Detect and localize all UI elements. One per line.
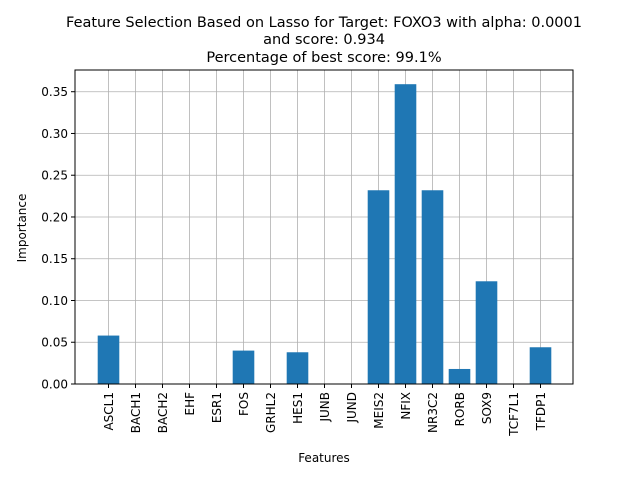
x-tick-label-sox9: SOX9: [480, 392, 494, 424]
y-axis-ticks: 0.00 0.05 0.10 0.15 0.20 0.25 0.30 0.35: [41, 85, 75, 392]
plot-frame: [74, 69, 574, 385]
bar-hes1: [286, 352, 309, 384]
x-tick-label-bach2: BACH2: [156, 392, 170, 433]
x-tick-label-bach1: BACH1: [129, 392, 143, 433]
grid-lines: [75, 70, 573, 385]
chart-title-line-1: Feature Selection Based on Lasso for Tar…: [66, 15, 582, 31]
bar-nr3c2: [421, 190, 444, 384]
x-tick-label-tcf7l1: TCF7L1: [507, 392, 521, 437]
bar-sox9: [475, 281, 498, 384]
x-axis-ticks: ASCL1 BACH1 BACH2 EHF ESR1 FOS GRHL2 HES1 JUNB JU…: [102, 384, 548, 437]
chart-title-line-3: Percentage of best score: 99.1%: [206, 50, 441, 66]
x-axis-label: Features: [298, 451, 350, 465]
y-tick-label-7: 0.35: [41, 85, 68, 99]
y-tick-label-2: 0.10: [41, 294, 68, 308]
bar-meis2: [367, 190, 390, 384]
x-tick-label-tfdp1: TFDP1: [534, 392, 548, 431]
y-tick-label-4: 0.20: [41, 210, 68, 224]
bars: [97, 84, 552, 384]
y-tick-label-5: 0.25: [41, 169, 68, 183]
x-tick-label-ascl1: ASCL1: [102, 392, 116, 431]
x-tick-label-rorb: RORB: [453, 392, 467, 426]
x-tick-label-ehf: EHF: [183, 392, 197, 416]
x-tick-label-fos: FOS: [237, 392, 251, 416]
bar-tfdp1: [529, 347, 552, 384]
y-axis-label: Importance: [15, 194, 29, 263]
chart-title-line-2: and score: 0.934: [263, 32, 385, 48]
y-tick-label-3: 0.15: [41, 252, 68, 266]
x-tick-label-hes1: HES1: [291, 392, 305, 424]
x-tick-label-nr3c2: NR3C2: [426, 392, 440, 433]
x-tick-label-nfix: NFIX: [399, 392, 413, 420]
x-tick-label-junb: JUNB: [318, 392, 332, 423]
x-tick-label-grhl2: GRHL2: [264, 392, 278, 433]
x-tick-label-esr1: ESR1: [210, 392, 224, 423]
bar-nfix: [394, 84, 417, 384]
x-tick-label-meis2: MEIS2: [372, 392, 386, 429]
x-tick-label-jund: JUND: [345, 392, 359, 424]
bar-rorb: [448, 368, 471, 384]
y-tick-label-6: 0.30: [41, 127, 68, 141]
bar-ascl1: [97, 335, 120, 384]
y-tick-label-0: 0.00: [41, 378, 68, 392]
chart-title: Feature Selection Based on Lasso for Tar…: [66, 15, 582, 66]
bar-fos: [232, 350, 255, 384]
y-tick-label-1: 0.05: [41, 336, 68, 350]
